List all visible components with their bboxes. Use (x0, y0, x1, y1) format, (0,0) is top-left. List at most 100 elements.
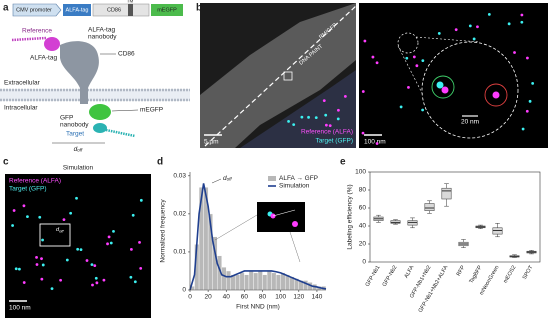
bar (271, 272, 277, 291)
y-axis-title: Normalized frequency (160, 199, 167, 263)
y-tick-label: 0 (362, 259, 366, 266)
legend-target: Target (GFP) (9, 186, 47, 193)
spot (14, 267, 18, 271)
protein-box (92, 3, 150, 17)
bar (244, 274, 250, 291)
bar (248, 270, 254, 291)
y-tick-label: 0.01 (173, 249, 186, 256)
panel-label: a (3, 3, 9, 14)
plot-frame (369, 171, 541, 263)
bar (262, 274, 268, 291)
membrane (0, 89, 190, 101)
spot (95, 281, 99, 285)
cd86-label: CD86 (118, 51, 135, 58)
y-tick-label: 40 (359, 223, 367, 230)
spot (324, 113, 328, 117)
box (492, 227, 503, 235)
spot (521, 127, 525, 131)
legend-target: Target (GFP) (315, 138, 353, 145)
spot (79, 248, 83, 252)
y-tick-label: 100 (355, 169, 366, 176)
y-axis-title: Labeling efficiency (%) (347, 184, 354, 249)
spot (421, 59, 425, 63)
spot (22, 281, 26, 284)
spot (139, 198, 143, 202)
gfp-nanobody-label: GFP (60, 115, 73, 122)
bar (275, 274, 281, 291)
spot (129, 275, 133, 279)
spot (90, 263, 94, 267)
spot (487, 12, 491, 16)
spot (133, 280, 137, 284)
spot (324, 123, 328, 127)
spot (363, 39, 367, 43)
spot (371, 55, 375, 59)
annotation-sub: off (227, 177, 233, 182)
spot (93, 264, 97, 268)
y-tick-label: 0 (182, 287, 186, 294)
spot (26, 215, 29, 219)
target-ring (431, 75, 455, 99)
box (424, 203, 435, 211)
scale-label: 5 µm (204, 139, 219, 146)
cell-region (200, 3, 356, 148)
bar (253, 272, 259, 291)
gfp-nanobody-shape (93, 123, 107, 133)
spot (38, 215, 42, 219)
spot (407, 85, 410, 89)
gfp-shape (89, 104, 111, 120)
spot (292, 221, 298, 227)
spot (287, 119, 290, 123)
nanobody-label: nanobody (88, 34, 117, 41)
scale-label: 100 nm (364, 139, 386, 146)
bar (257, 270, 263, 291)
spot (361, 90, 365, 93)
y-tick-label: 20 (359, 241, 367, 248)
spot (507, 22, 511, 26)
spot (412, 55, 416, 59)
spot (62, 218, 66, 221)
dna-strand (105, 128, 136, 138)
x-axis-title: First NND (nm) (236, 304, 280, 311)
inset (257, 202, 305, 232)
x-tick-label: RFP (456, 264, 467, 277)
tag-box (63, 4, 91, 16)
simulation-title: Simulation (63, 165, 94, 172)
box (441, 187, 452, 200)
x-tick-label: 20 (205, 294, 213, 301)
spot (109, 241, 113, 245)
x-tick-label: 60 (241, 294, 249, 301)
fluor-box (151, 4, 183, 16)
spot (307, 115, 310, 119)
panel-label: e (340, 157, 346, 168)
protein-label: CD86 (107, 7, 121, 13)
histogram-chart: 0 0.01 0.02 0.03 0 20 40 60 80 100 120 140 First NND… (160, 172, 327, 311)
spot (454, 28, 458, 32)
panel-label: d (157, 157, 163, 168)
spot (322, 99, 326, 103)
x-tick-label: 80 (259, 294, 267, 301)
x-tick-label: SPOT (522, 264, 535, 281)
scale-label: 20 nm (461, 119, 479, 126)
y-tick-label: 60 (359, 205, 367, 212)
spot (85, 259, 89, 262)
spot (40, 277, 44, 281)
spot (472, 37, 476, 41)
spot (337, 108, 340, 112)
spot (35, 255, 38, 259)
spot (375, 61, 379, 65)
spot (112, 229, 115, 233)
spot (292, 123, 296, 127)
x-tick-label: 40 (223, 294, 231, 301)
pointer (289, 231, 301, 263)
spot (336, 117, 340, 121)
pointer (111, 109, 139, 112)
annotation: doff (223, 175, 232, 182)
zoom-circle (421, 41, 519, 139)
x-tick-label: 100 (275, 294, 286, 301)
spot (75, 196, 78, 200)
spot (22, 204, 26, 208)
spot (91, 283, 94, 287)
x-tick-label: TagBFP (469, 264, 484, 284)
spot (468, 24, 472, 28)
